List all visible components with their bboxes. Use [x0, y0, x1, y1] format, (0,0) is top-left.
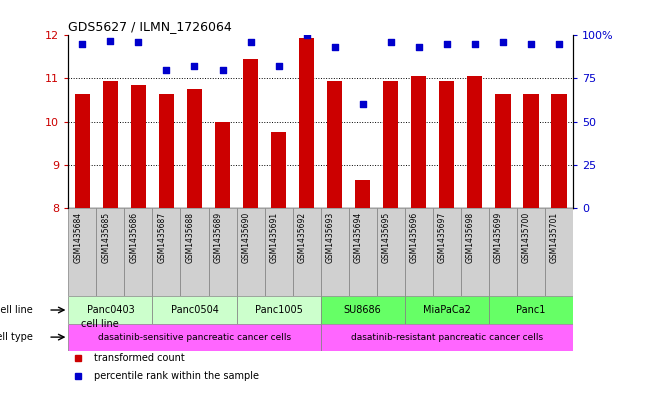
Text: GSM1435697: GSM1435697 — [437, 212, 447, 263]
Point — [385, 39, 396, 46]
Bar — [68, 323, 320, 351]
Bar — [292, 208, 320, 296]
Bar — [377, 208, 405, 296]
Text: cell line: cell line — [81, 319, 118, 329]
Point — [189, 63, 200, 70]
Point — [245, 39, 256, 46]
Bar — [208, 208, 236, 296]
Text: GSM1435698: GSM1435698 — [465, 212, 475, 263]
Bar — [187, 89, 202, 208]
Bar — [96, 208, 124, 296]
Bar — [517, 208, 545, 296]
Text: GSM1435690: GSM1435690 — [242, 212, 251, 263]
Bar — [523, 94, 538, 208]
Text: Panc1: Panc1 — [516, 305, 546, 315]
Text: GSM1435693: GSM1435693 — [326, 212, 335, 263]
Point — [497, 39, 508, 46]
Text: SU8686: SU8686 — [344, 305, 381, 315]
Bar — [405, 208, 433, 296]
Text: GSM1435695: GSM1435695 — [381, 212, 391, 263]
Text: GSM1435696: GSM1435696 — [409, 212, 419, 263]
Text: GSM1435685: GSM1435685 — [102, 212, 111, 263]
Point — [553, 41, 564, 47]
Point — [525, 41, 536, 47]
Text: GSM1435699: GSM1435699 — [494, 212, 503, 263]
Text: GSM1435700: GSM1435700 — [522, 212, 531, 263]
Bar — [467, 76, 482, 208]
Point — [413, 44, 424, 51]
Text: GSM1435687: GSM1435687 — [158, 212, 167, 263]
Point — [217, 67, 228, 73]
Bar — [551, 94, 566, 208]
Bar — [124, 208, 152, 296]
Bar — [103, 81, 118, 208]
Bar — [545, 208, 573, 296]
Bar — [243, 59, 258, 208]
Text: GSM1435684: GSM1435684 — [74, 212, 83, 263]
Text: dasatinib-sensitive pancreatic cancer cells: dasatinib-sensitive pancreatic cancer ce… — [98, 332, 291, 342]
Text: percentile rank within the sample: percentile rank within the sample — [94, 371, 258, 381]
Bar — [495, 94, 510, 208]
Bar — [355, 180, 370, 208]
Bar — [411, 76, 426, 208]
Bar — [327, 81, 342, 208]
Text: GDS5627 / ILMN_1726064: GDS5627 / ILMN_1726064 — [68, 20, 232, 33]
Text: GSM1435689: GSM1435689 — [214, 212, 223, 263]
Bar — [489, 208, 517, 296]
Bar — [236, 208, 264, 296]
Bar — [68, 296, 152, 323]
Point — [273, 63, 284, 70]
Text: GSM1435691: GSM1435691 — [270, 212, 279, 263]
Text: cell type: cell type — [0, 332, 33, 342]
Bar — [159, 94, 174, 208]
Bar — [131, 85, 146, 208]
Point — [133, 39, 144, 46]
Bar — [75, 94, 90, 208]
Bar — [320, 208, 349, 296]
Bar — [264, 208, 292, 296]
Text: MiaPaCa2: MiaPaCa2 — [422, 305, 471, 315]
Text: GSM1435694: GSM1435694 — [353, 212, 363, 263]
Point — [161, 67, 172, 73]
Bar — [299, 37, 314, 208]
Point — [441, 41, 452, 47]
Point — [105, 37, 116, 44]
Bar — [236, 296, 320, 323]
Text: dasatinib-resistant pancreatic cancer cells: dasatinib-resistant pancreatic cancer ce… — [351, 332, 543, 342]
Text: Panc1005: Panc1005 — [255, 305, 303, 315]
Bar — [152, 296, 236, 323]
Text: Panc0504: Panc0504 — [171, 305, 219, 315]
Bar — [439, 81, 454, 208]
Text: GSM1435701: GSM1435701 — [550, 212, 559, 263]
Bar — [271, 132, 286, 208]
Bar — [68, 208, 96, 296]
Point — [357, 101, 368, 107]
Bar — [320, 323, 573, 351]
Bar — [349, 208, 377, 296]
Bar — [320, 296, 405, 323]
Bar — [383, 81, 398, 208]
Bar — [461, 208, 489, 296]
Bar — [152, 208, 180, 296]
Bar — [433, 208, 461, 296]
Point — [329, 44, 340, 51]
Text: cell line: cell line — [0, 305, 33, 315]
Text: Panc0403: Panc0403 — [87, 305, 134, 315]
Text: GSM1435692: GSM1435692 — [298, 212, 307, 263]
Bar — [405, 296, 489, 323]
Text: GSM1435688: GSM1435688 — [186, 212, 195, 263]
Text: transformed count: transformed count — [94, 353, 184, 363]
Bar — [489, 296, 573, 323]
Point — [77, 41, 88, 47]
Point — [469, 41, 480, 47]
Text: GSM1435686: GSM1435686 — [130, 212, 139, 263]
Bar — [215, 121, 230, 208]
Bar — [180, 208, 208, 296]
Point — [301, 32, 312, 39]
